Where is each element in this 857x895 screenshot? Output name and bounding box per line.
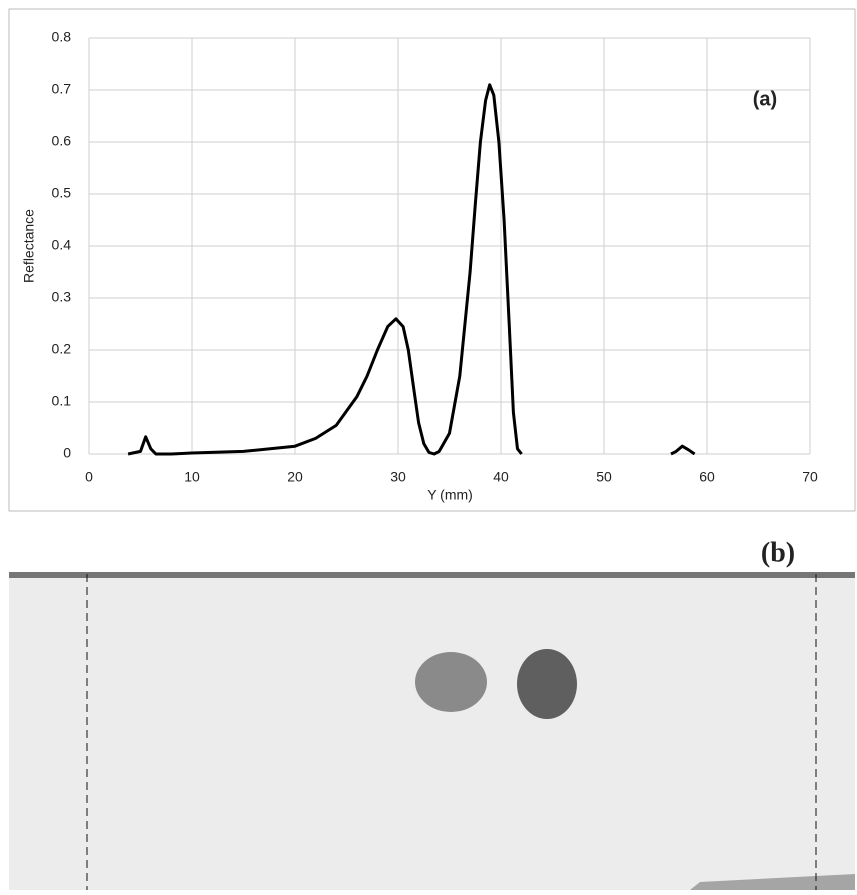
- x-tick-label: 60: [699, 469, 715, 485]
- x-axis-label: Y (mm): [427, 487, 473, 503]
- x-tick-label: 0: [85, 469, 93, 485]
- y-tick-label: 0.7: [52, 81, 72, 97]
- chart-frame: [8, 8, 856, 512]
- x-tick-label: 10: [184, 469, 200, 485]
- plate-edge: [690, 874, 855, 890]
- plate: [9, 572, 855, 890]
- y-tick-label: 0.3: [52, 289, 72, 305]
- y-axis-label: Reflectance: [21, 209, 37, 283]
- x-tick-label: 70: [802, 469, 818, 485]
- y-tick-label: 0.2: [52, 341, 72, 357]
- x-tick-label: 50: [596, 469, 612, 485]
- photo: [9, 572, 855, 890]
- x-tick-label: 40: [493, 469, 509, 485]
- panel-label: (a): [753, 88, 777, 110]
- spot: [517, 649, 577, 719]
- spot: [415, 652, 487, 712]
- plate-edge: [9, 572, 855, 578]
- data-line: [127, 83, 696, 456]
- y-tick-label: 0.5: [52, 185, 72, 201]
- y-tick-label: 0.1: [52, 393, 72, 409]
- x-tick-label: 20: [287, 469, 303, 485]
- y-tick-label: 0.6: [52, 133, 72, 149]
- panel-label: (b): [761, 537, 795, 568]
- y-tick-label: 0.8: [52, 29, 72, 45]
- x-tick-label: 30: [390, 469, 406, 485]
- y-tick-label: 0.4: [52, 237, 72, 253]
- y-tick-label: 0: [63, 445, 71, 461]
